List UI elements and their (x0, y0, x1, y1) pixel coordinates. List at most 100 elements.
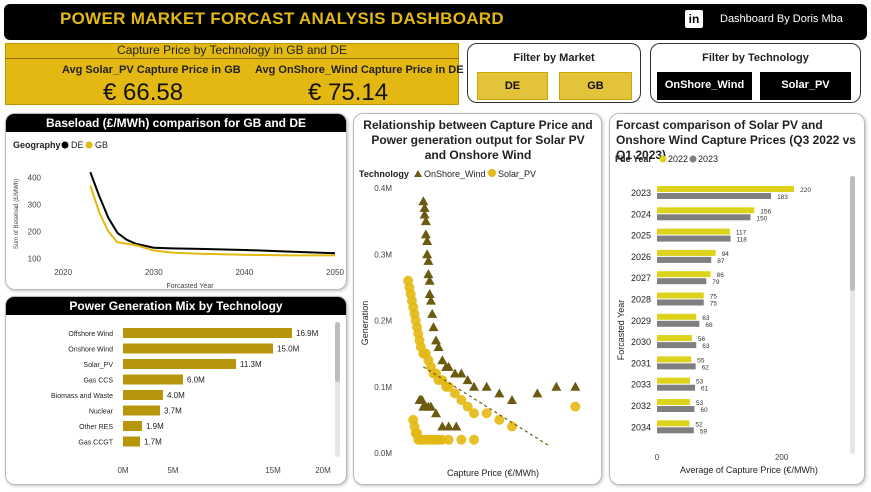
scatter-point-wind (462, 375, 473, 385)
gen-mix-xtick-label: 15M (265, 466, 281, 475)
forecast-bar-2022 (657, 335, 692, 342)
scatter-legend-title: Technology (359, 169, 409, 179)
baseload-legend-label: DE (71, 140, 84, 150)
baseload-legend-title: Geography (13, 140, 61, 150)
forecast-category-label: 2028 (631, 295, 651, 305)
forecast-bar-2023 (657, 214, 751, 221)
scatter-ylabel: Generation (360, 301, 370, 346)
gen-mix-category-label: Gas CCS (83, 378, 113, 385)
gen-mix-bar (123, 374, 183, 385)
gen-mix-data-label: 6.0M (187, 376, 205, 385)
gen-mix-data-label: 11.3M (240, 360, 262, 369)
scatter-point-wind (551, 381, 562, 391)
forecast-data-label: 118 (737, 237, 748, 244)
gen-mix-scroll-thumb[interactable] (335, 322, 340, 382)
forecast-bar-2023 (657, 363, 696, 370)
technology-filter-title: Filter by Technology (702, 52, 809, 64)
forecast-data-label: 68 (705, 322, 713, 329)
forecast-xtick-label: 200 (775, 453, 789, 462)
scatter-point-wind (507, 395, 517, 404)
forecast-data-label: 63 (702, 343, 710, 350)
gen-mix-category-label: Nuclear (89, 409, 114, 416)
scatter-point-solar (450, 388, 460, 399)
scatter-point-solar (469, 408, 479, 419)
scatter-point-wind (532, 388, 543, 398)
forecast-bar-2022 (657, 313, 697, 320)
scatter-ytick-label: 0.1M (374, 383, 392, 392)
forecast-bar-2023 (657, 427, 694, 434)
gen-mix-data-label: 4.0M (167, 391, 185, 400)
scatter-point-wind (433, 342, 444, 351)
scatter-point-wind (494, 388, 505, 398)
onshore-wind-button[interactable]: OnShore_Wind (657, 72, 752, 100)
scatter-point-wind (417, 395, 428, 404)
gen-mix-card (5, 296, 347, 485)
scatter-point-wind (419, 202, 430, 212)
gen-mix-chart: Offshore Wind 16.9M Onshore Wind 15.0M Solar… (51, 328, 331, 475)
solar-pv-button[interactable]: Solar_PV (760, 72, 851, 100)
gen-mix-data-label: 1.9M (146, 422, 164, 431)
kpi-panel (5, 43, 459, 105)
forecast-data-label: 117 (736, 230, 747, 237)
gen-mix-bar (123, 421, 142, 431)
forecast-bar-2023 (657, 406, 695, 412)
forecast-bar-2022 (657, 207, 755, 214)
scatter-card (353, 113, 602, 485)
scatter-point-wind (418, 196, 429, 206)
forecast-card (609, 113, 865, 485)
forecast-data-label: 75 (710, 301, 718, 308)
forecast-bar-2022 (657, 356, 692, 363)
forecast-scroll-thumb[interactable] (850, 176, 855, 291)
forecast-xlabel: Average of Capture Price (€/MWh) (680, 465, 818, 475)
gen-mix-category-label: Onshore Wind (68, 347, 113, 354)
market-de-button[interactable]: DE (477, 72, 548, 100)
forecast-category-label: 2025 (631, 231, 651, 241)
scatter-point-wind (456, 368, 467, 378)
scatter-ytick-label: 0.3M (374, 250, 392, 259)
forecast-category-label: 2029 (631, 316, 651, 326)
kpi-solar-value: € 66.58 (103, 79, 184, 106)
forecast-data-label: 79 (712, 279, 720, 286)
scatter-point-wind (437, 355, 448, 365)
baseload-xlabel: Forcasted Year (166, 283, 214, 288)
forecast-bar-2022 (657, 377, 691, 384)
scatter-point-wind (428, 322, 439, 332)
forecast-data-label: 156 (760, 208, 771, 215)
gen-mix-category-label: Other RES (79, 424, 113, 431)
gen-mix-scrollbar[interactable] (335, 322, 340, 457)
gen-mix-xtick-label: 0M (117, 466, 128, 475)
kpi-solar-label: Avg Solar_PV Capture Price in GB (62, 64, 241, 76)
forecast-data-label: 86 (717, 272, 725, 279)
baseload-ytick-label: 100 (28, 255, 42, 264)
scatter-legend-label: Solar_PV (498, 169, 536, 179)
scatter-point-wind (427, 308, 438, 318)
linkedin-icon[interactable]: in (685, 10, 703, 28)
gen-mix-category-label: Solar_PV (83, 362, 113, 369)
scatter-point-solar (481, 408, 492, 419)
scatter-point-solar (494, 414, 505, 425)
gen-mix-xtick-label: 5M (167, 466, 178, 475)
gen-mix-bar (123, 328, 292, 338)
forecast-scrollbar[interactable] (850, 176, 855, 454)
scatter-point-wind (443, 421, 454, 431)
scatter-trend-line (423, 366, 551, 447)
forecast-bar-2022 (657, 186, 795, 192)
forecast-data-label: 75 (710, 294, 718, 301)
baseload-ytick-label: 400 (28, 174, 42, 183)
forecast-data-label: 61 (701, 386, 709, 393)
scatter-point-wind (420, 229, 431, 239)
scatter-point-wind (425, 401, 436, 411)
scatter-legend-marker-triangle (414, 170, 422, 177)
scatter-point-wind (443, 361, 454, 371)
forecast-legend-marker (689, 155, 697, 163)
forecast-legend-marker (659, 155, 667, 163)
scatter-legend-label: OnShore_Wind (424, 169, 486, 179)
forecast-title: Forcast comparison of Solar PV and Onsho… (616, 118, 856, 162)
forecast-data-label: 60 (700, 407, 708, 414)
baseload-title: Baseload (£/MWh) comparison for GB and D… (6, 114, 346, 132)
baseload-card (5, 113, 347, 290)
market-gb-button[interactable]: GB (559, 72, 632, 100)
author-label: Dashboard By Doris Mba (720, 13, 843, 25)
gen-mix-data-label: 3.7M (164, 407, 182, 416)
gen-mix-bar (123, 436, 140, 447)
